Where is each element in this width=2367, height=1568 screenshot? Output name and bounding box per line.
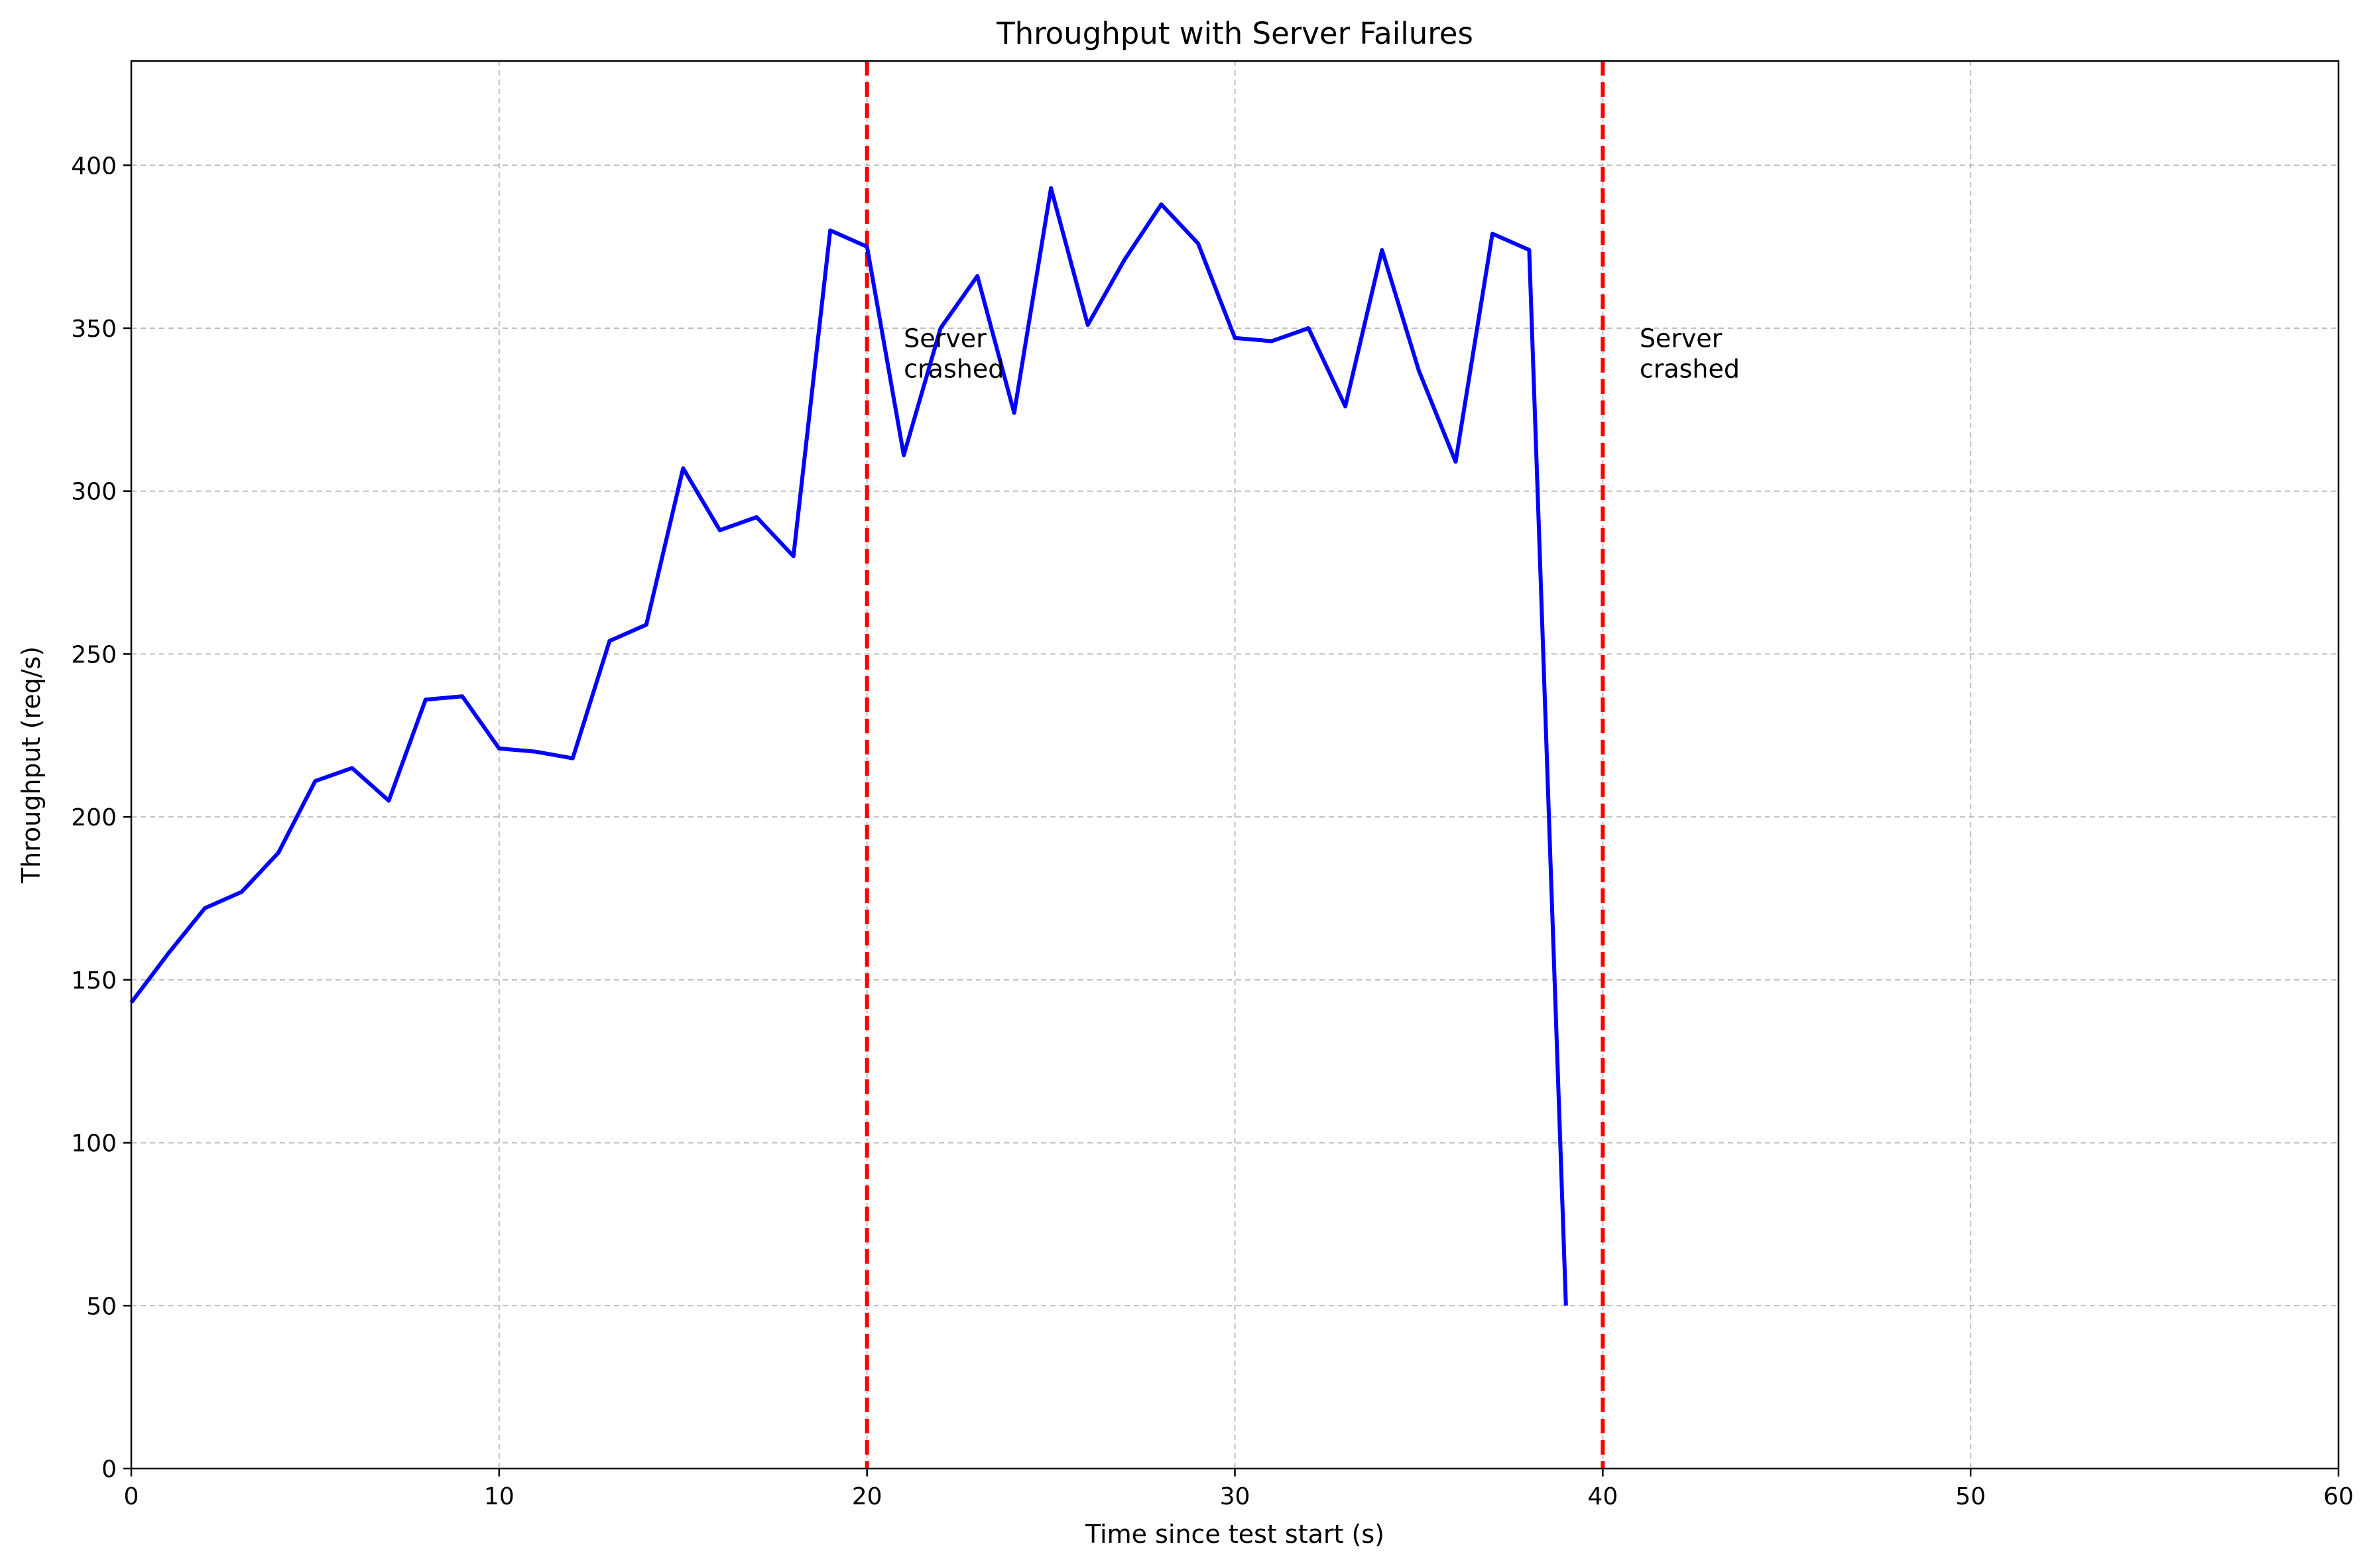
chart-title: Throughput with Server Failures [996, 16, 1473, 51]
crash-markers [865, 61, 1605, 1469]
annotation-line: crashed [1640, 354, 1740, 383]
x-tick-label: 20 [852, 1483, 882, 1510]
y-tick-label: 350 [71, 316, 117, 343]
x-axis-ticks: 0 10 20 30 40 50 60 [124, 1469, 2354, 1510]
annotation-line: Server [1640, 324, 1723, 353]
series-lines [129, 186, 1568, 1306]
y-tick-label: 50 [86, 1293, 117, 1320]
annotation-text: Server crashed [904, 324, 1004, 383]
x-tick-label: 60 [2323, 1483, 2354, 1510]
throughput-line [129, 186, 1568, 1306]
y-axis-ticks: 0 50 100 150 200 250 300 350 400 [71, 152, 131, 1483]
annotation-line: crashed [904, 354, 1004, 383]
y-tick-label: 100 [71, 1130, 117, 1158]
y-tick-label: 400 [71, 152, 117, 180]
y-tick-label: 300 [71, 479, 117, 506]
x-axis-label: Time since test start (s) [1085, 1520, 1384, 1549]
y-tick-label: 250 [71, 641, 117, 668]
x-tick-label: 40 [1587, 1483, 1618, 1510]
annotation-line: Server [904, 324, 987, 353]
y-tick-label: 150 [71, 967, 117, 995]
y-tick-label: 200 [71, 804, 117, 831]
y-tick-label: 0 [101, 1456, 117, 1483]
x-tick-label: 0 [124, 1483, 139, 1510]
annotation-text: Server crashed [1640, 324, 1740, 383]
y-axis-label: Throughput (req/s) [17, 646, 46, 884]
x-tick-label: 50 [1955, 1483, 1986, 1510]
x-tick-label: 30 [1220, 1483, 1250, 1510]
x-tick-label: 10 [484, 1483, 515, 1510]
